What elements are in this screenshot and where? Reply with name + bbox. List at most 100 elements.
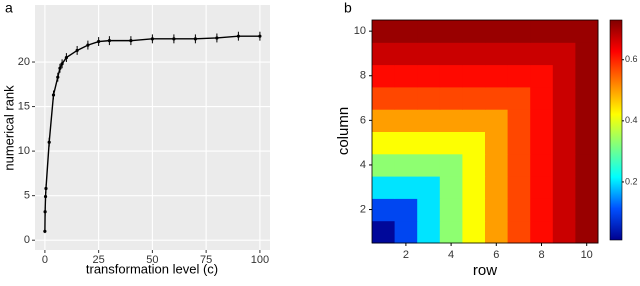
- x-tick-label: 25: [93, 254, 105, 266]
- heatmap-cell: [552, 198, 576, 222]
- x-tick-label: 8: [538, 249, 544, 261]
- heatmap-cell: [575, 153, 599, 177]
- heatmap-cell: [394, 220, 418, 244]
- x-tick-label: 10: [581, 249, 593, 261]
- point: [150, 37, 154, 41]
- heatmap-cell: [439, 86, 463, 110]
- heatmap-cell: [530, 198, 554, 222]
- heatmap-cell: [552, 176, 576, 199]
- heatmap-cell: [462, 153, 486, 177]
- heatmap-cell: [530, 220, 554, 244]
- heatmap-cell: [439, 20, 463, 43]
- point: [107, 39, 111, 43]
- heatmap-cell: [575, 42, 599, 66]
- heatmap-cell: [417, 86, 441, 110]
- heatmap-cell: [439, 109, 463, 132]
- colorbar-tick-label: 0.4: [625, 115, 638, 125]
- y-tick-label: 0: [24, 234, 30, 246]
- heatmap-cell: [485, 86, 509, 110]
- heatmap-cell: [552, 109, 576, 132]
- heatmap-cell: [552, 86, 576, 110]
- heatmap-cell: [439, 42, 463, 66]
- heatmap-cell: [575, 86, 599, 110]
- heatmap-cell: [462, 42, 486, 66]
- plot-frame: [371, 19, 599, 244]
- heatmap-cell: [485, 64, 509, 88]
- heatmap-cell: [417, 198, 441, 222]
- point: [258, 34, 262, 38]
- point: [215, 36, 219, 40]
- x-axis-label: row: [473, 262, 497, 279]
- x-tick-label: 50: [146, 254, 158, 266]
- heatmap-cell: [575, 131, 599, 155]
- heatmap-cell: [530, 153, 554, 177]
- heatmap-cell: [507, 131, 531, 155]
- y-tick-label: 10: [18, 145, 30, 157]
- heatmap-cell: [394, 42, 418, 66]
- y-tick-label: 15: [18, 100, 30, 112]
- point: [172, 37, 176, 41]
- heatmap-cell: [485, 153, 509, 177]
- heatmap-cell: [394, 64, 418, 88]
- x-tick-label: 6: [493, 249, 499, 261]
- x-tick-label: 100: [251, 254, 269, 266]
- heatmap-cell: [462, 198, 486, 222]
- y-tick-label: 2: [360, 203, 366, 215]
- heatmap-cell: [485, 198, 509, 222]
- y-axis-label: column: [335, 107, 352, 155]
- heatmap-cell: [552, 20, 576, 43]
- heatmap-cell: [530, 109, 554, 132]
- y-axis-label: numerical rank: [1, 85, 16, 171]
- colorbar-tick-label: 0.6: [625, 54, 638, 64]
- heatmap-cell: [417, 153, 441, 177]
- point: [43, 194, 48, 199]
- heatmap-cell: [575, 64, 599, 88]
- heatmap-cell: [485, 42, 509, 66]
- point: [64, 55, 68, 60]
- heatmap-cell: [485, 109, 509, 132]
- heatmap-cell: [372, 109, 396, 132]
- heatmap-cell: [372, 220, 396, 244]
- y-tick-label: 4: [360, 159, 366, 171]
- heatmap-cell: [462, 220, 486, 244]
- point: [75, 48, 79, 53]
- point: [58, 66, 62, 70]
- heatmap-cell: [439, 220, 463, 244]
- heatmap-cell: [394, 198, 418, 222]
- heatmap-cell: [439, 64, 463, 88]
- heatmap-cell: [372, 153, 396, 177]
- point: [47, 140, 51, 144]
- heatmap-cell: [530, 64, 554, 88]
- panel-label: b: [344, 0, 352, 16]
- heatmap-cell: [394, 153, 418, 177]
- heatmap-cell: [552, 42, 576, 66]
- heatmap-cell: [507, 64, 531, 88]
- point: [44, 186, 48, 191]
- heatmap-cell: [394, 131, 418, 155]
- heatmap-cell: [417, 131, 441, 155]
- colorbar-tick-label: 0.2: [625, 176, 638, 186]
- heatmap-cell: [394, 109, 418, 132]
- heatmap-cell: [394, 176, 418, 199]
- heatmap-cell: [372, 131, 396, 155]
- heatmap-cell: [507, 153, 531, 177]
- heatmap-cell: [575, 176, 599, 199]
- point: [86, 43, 90, 47]
- heatmap-cell: [439, 176, 463, 199]
- y-tick-label: 6: [360, 114, 366, 126]
- heatmap-cell: [417, 109, 441, 132]
- colorbar: [609, 19, 623, 241]
- point: [43, 229, 47, 233]
- heatmap-cell: [552, 153, 576, 177]
- heatmap-cell: [507, 176, 531, 199]
- heatmap-cell: [507, 198, 531, 222]
- point: [193, 37, 197, 41]
- heatmap-cell: [575, 20, 599, 43]
- heatmap-cell: [507, 42, 531, 66]
- heatmap-cell: [417, 220, 441, 244]
- y-tick-label: 10: [354, 25, 366, 37]
- x-tick-label: 0: [42, 254, 48, 266]
- x-tick-label: 75: [200, 254, 212, 266]
- heatmap-cell: [439, 153, 463, 177]
